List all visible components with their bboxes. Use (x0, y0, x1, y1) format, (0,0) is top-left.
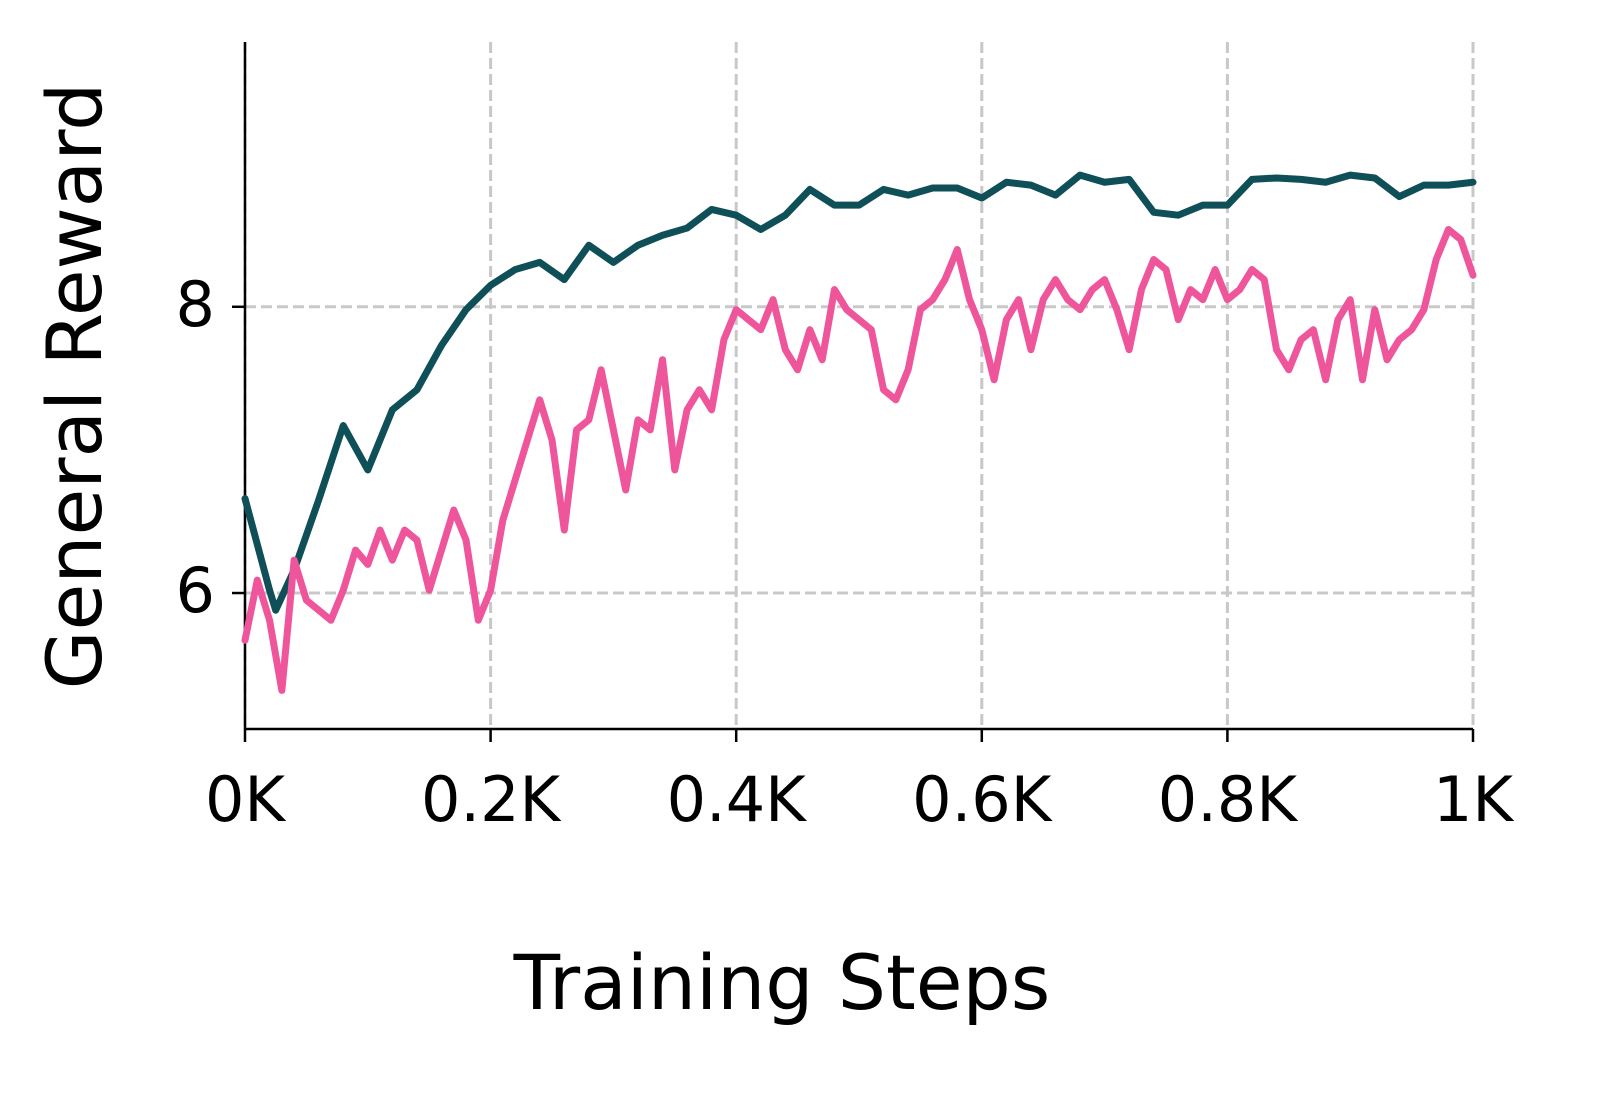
x-tick-label: 1K (1433, 763, 1514, 836)
y-axis-label: General Reward (30, 83, 119, 690)
x-tick-label: 0K (205, 763, 286, 836)
y-tick-label: 6 (176, 554, 215, 627)
line (241, 171, 1477, 614)
x-tick-label: 0.4K (667, 763, 808, 836)
x-axis-label: Training Steps (513, 938, 1051, 1027)
x-tick-label: 0.8K (1158, 763, 1299, 836)
x-tick-label: 0.6K (912, 763, 1053, 836)
y-tick-label: 8 (176, 268, 215, 341)
line (241, 225, 1477, 694)
x-tick-label: 0.2K (421, 763, 562, 836)
